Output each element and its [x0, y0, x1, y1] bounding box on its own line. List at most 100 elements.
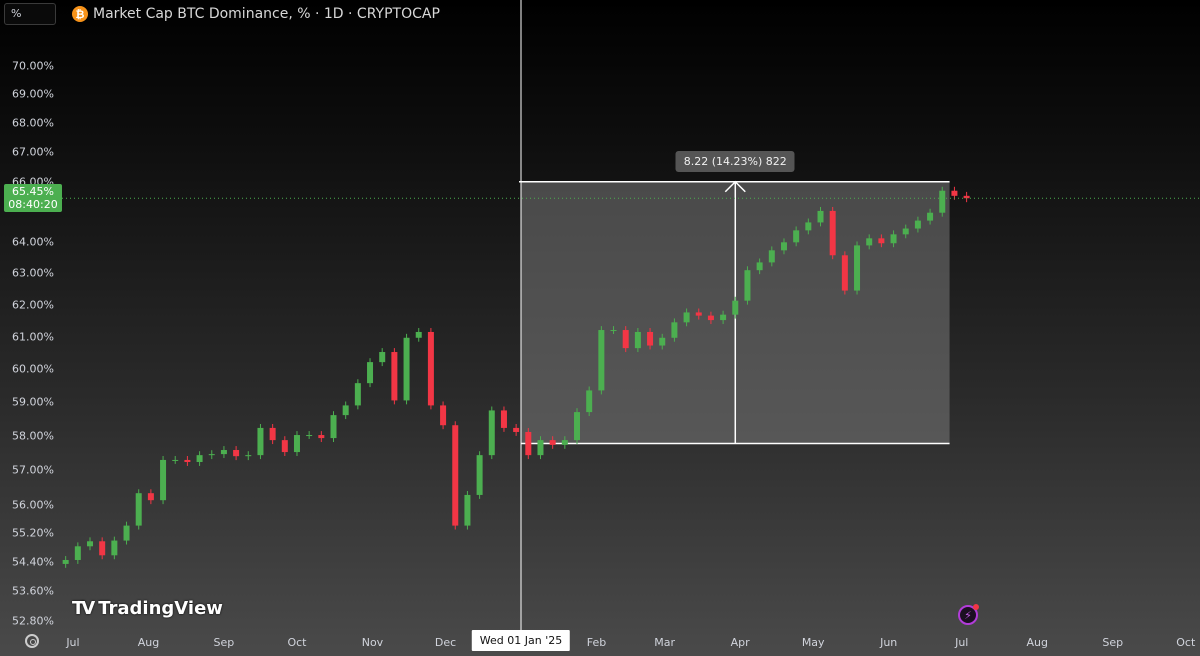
candle-body [74, 546, 81, 560]
time-axis-label: Oct [287, 636, 307, 649]
candle-body [354, 383, 361, 406]
candle [367, 358, 374, 388]
candle [878, 234, 885, 248]
candle [111, 536, 118, 560]
candle [841, 251, 848, 295]
candle-body [476, 455, 483, 495]
candle [403, 333, 410, 405]
candle-body [780, 242, 787, 251]
candle-body [671, 322, 678, 338]
candle-body [574, 412, 581, 441]
candle [488, 406, 495, 460]
candle-body [659, 337, 666, 346]
candle [805, 218, 812, 235]
candle-body [756, 262, 763, 271]
price-axis-label: 63.00% [12, 266, 54, 280]
candle [695, 308, 702, 320]
candle-body [634, 331, 641, 349]
candle-body [184, 459, 191, 463]
candle [914, 216, 921, 233]
candle [464, 491, 471, 530]
scale-input[interactable]: % [4, 3, 56, 25]
candle [99, 537, 106, 560]
last-price-tag: 65.45% 08:40:20 [4, 184, 62, 213]
candle-body [269, 427, 276, 441]
candle-body [172, 459, 179, 461]
candle-body [403, 337, 410, 401]
candle [586, 386, 593, 417]
candle-body [878, 238, 885, 244]
symbol-title[interactable]: ₿ Market Cap BTC Dominance, % · 1D · CRY… [72, 6, 440, 22]
price-axis-label: 67.00% [12, 145, 54, 159]
candle-body [427, 331, 434, 406]
candle-body [695, 312, 702, 316]
candle [184, 456, 191, 466]
candle-body [123, 525, 130, 541]
tradingview-logo-text: TradingView [98, 598, 223, 619]
time-axis-label: Sep [1102, 636, 1124, 649]
candle [476, 451, 483, 499]
candle [793, 226, 800, 247]
candles [62, 186, 970, 568]
price-axis-label: 52.80% [12, 614, 54, 628]
tradingview-logo-icon: TV [72, 598, 95, 619]
candle [500, 406, 507, 432]
candle [220, 446, 227, 459]
measure-result-label: 8.22 (14.23%) 822 [675, 150, 795, 172]
price-axis-label: 64.00% [12, 235, 54, 249]
chart-settings-icon[interactable] [25, 634, 39, 648]
candle-body [902, 228, 909, 235]
time-axis-label: Feb [586, 636, 607, 649]
candle [257, 423, 264, 460]
price-axis-label: 58.00% [12, 429, 54, 443]
candle [281, 436, 288, 457]
price-axis-label: 55.20% [12, 526, 54, 540]
candle [452, 421, 459, 530]
candle [123, 521, 130, 545]
candle [135, 489, 142, 530]
price-axis-label: 56.00% [12, 498, 54, 512]
candle-body [732, 300, 739, 315]
price-axis-label: 69.00% [12, 87, 54, 101]
candle-body [841, 255, 848, 291]
candle [379, 348, 386, 367]
candle-body [257, 427, 264, 456]
candle [598, 326, 605, 395]
candle [574, 408, 581, 445]
candle-body [208, 454, 215, 456]
time-axis-label: Mar [654, 636, 676, 649]
price-axis-label: 53.60% [12, 584, 54, 598]
candle [902, 224, 909, 239]
candle-body [622, 330, 629, 349]
candle [415, 328, 422, 342]
candle-body [561, 440, 568, 445]
candle-body [440, 405, 447, 426]
time-axis-label: Jun [880, 636, 898, 649]
candle-body [391, 352, 398, 401]
candle-body [306, 435, 313, 437]
candle [160, 456, 167, 505]
tradingview-logo[interactable]: TV TradingView [72, 598, 223, 619]
candle [172, 456, 179, 464]
candle-body [793, 230, 800, 243]
candle-body [318, 435, 325, 439]
candle-body [367, 362, 374, 384]
candle-body [683, 312, 690, 323]
time-axis-label: Aug [1026, 636, 1048, 649]
candle-body [586, 390, 593, 413]
candle [513, 423, 520, 436]
candle-body [464, 494, 471, 526]
candle [951, 186, 958, 200]
candle [817, 206, 824, 227]
candle-body [549, 440, 556, 445]
candle [756, 258, 763, 275]
time-axis-label: May [801, 636, 825, 649]
candle-body [817, 210, 824, 223]
time-axis-label: Jul [66, 636, 80, 649]
candle [780, 238, 787, 255]
lightning-icon[interactable]: ⚡ [958, 604, 979, 625]
candle-body [890, 234, 897, 244]
candle [440, 401, 447, 430]
candle-body [147, 493, 154, 501]
